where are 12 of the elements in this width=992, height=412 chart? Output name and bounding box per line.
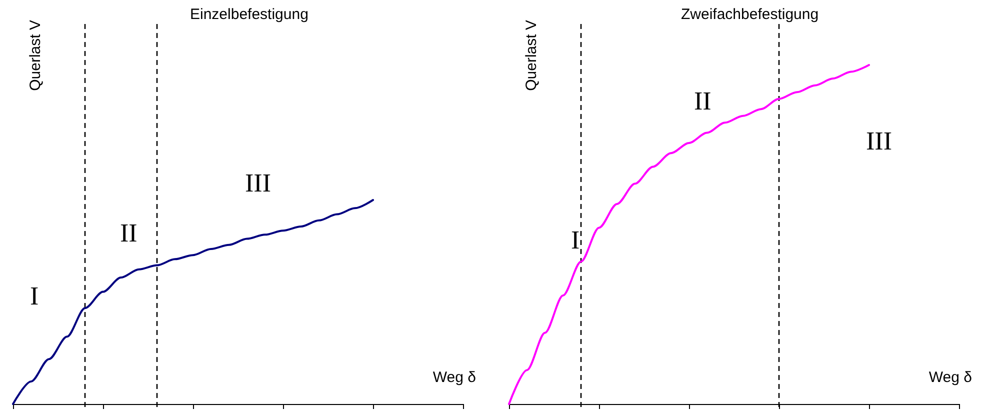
y-axis-title: Querlast V [523,20,540,91]
y-axis-title: Querlast V [27,20,44,91]
chart-title: Zweifachbefestigung [681,6,819,23]
annotation: I [571,226,580,254]
chart-title: Einzelbefestigung [190,6,308,23]
annotation: III [866,126,892,156]
x-axis-title: Weg δ [928,369,972,386]
annotation: II [120,218,138,248]
annotation: II [694,86,712,116]
text: III [245,168,271,198]
annotation: I [30,282,39,310]
x-axis-title: Weg δ [432,369,476,386]
